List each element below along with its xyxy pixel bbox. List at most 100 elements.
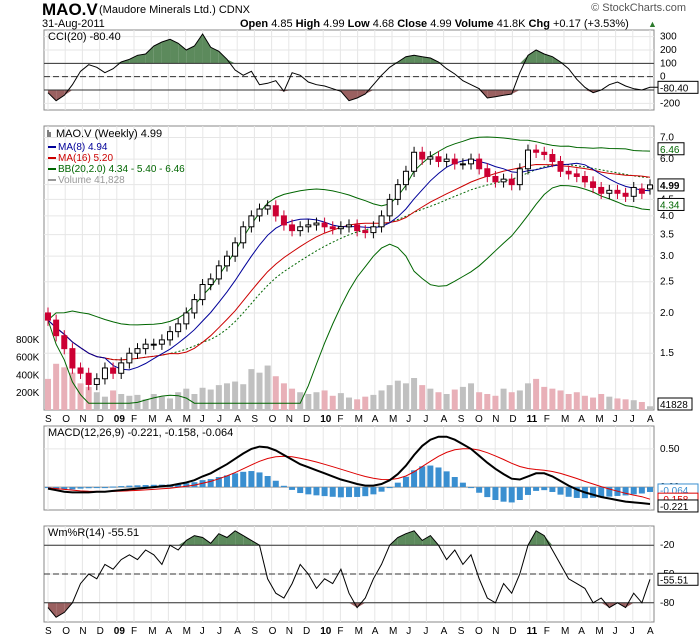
volume-bar — [240, 384, 247, 410]
macd-signal-line — [47, 448, 651, 500]
candle-body — [378, 215, 385, 228]
candle-body — [232, 242, 239, 257]
cci-tick-label: -200 — [660, 98, 680, 109]
volume-bar — [313, 392, 320, 410]
volume-bar — [272, 376, 279, 410]
cci-fill — [170, 39, 179, 64]
candle-body — [565, 170, 572, 175]
candle-body — [573, 173, 580, 177]
macd-histogram-bar — [370, 487, 377, 495]
volume-bar — [614, 398, 621, 410]
candle-body — [630, 186, 637, 197]
volume-value: 41.8K — [496, 18, 526, 30]
x-axis-label: M — [561, 414, 569, 425]
volume-bar — [215, 385, 222, 410]
volume-bar — [321, 390, 328, 410]
willr-last-label: -55.51 — [660, 575, 689, 586]
cci-fill — [153, 42, 162, 64]
candle-body — [638, 188, 645, 194]
x-axis-label: F — [337, 626, 343, 637]
candle-body — [77, 367, 84, 374]
triangle-up-icon: ▲ — [648, 19, 657, 29]
cci-last-label: -80.40 — [660, 83, 689, 94]
x-axis-label: A — [234, 626, 241, 637]
candle-body — [134, 348, 141, 354]
volume-bar — [264, 365, 271, 410]
candle-body — [215, 265, 222, 280]
candle-body — [541, 151, 548, 156]
volume-bar — [85, 386, 92, 410]
willr-fill — [226, 530, 236, 546]
x-axis-label: J — [630, 414, 635, 425]
x-axis-label: A — [578, 414, 585, 425]
candle-legend-icon — [47, 130, 51, 137]
macd-histogram-bar — [630, 487, 637, 495]
macd-histogram-bar — [590, 487, 597, 498]
cci-fill — [511, 90, 520, 94]
candle-body — [199, 284, 206, 301]
volume-bar — [370, 394, 377, 410]
x-axis-label: 11 — [527, 626, 538, 637]
candle-body — [557, 160, 564, 172]
macd-histogram-bar — [101, 487, 108, 489]
volume-bar — [573, 392, 580, 410]
volume-bar — [606, 396, 613, 410]
macd-histogram-bar — [45, 487, 51, 489]
volume-bar — [248, 369, 255, 410]
x-axis-label: O — [62, 626, 70, 637]
bb-upper-line — [47, 136, 651, 326]
company-name: (Maudore Minerals Ltd.) CDNX — [99, 4, 250, 16]
macd-histogram-bar — [150, 484, 157, 488]
cci-tick-label: 300 — [660, 32, 677, 43]
low-value: 4.68 — [372, 18, 395, 30]
candle-body — [590, 181, 597, 188]
volume-bar — [435, 392, 442, 410]
volume-bar — [175, 392, 182, 410]
volume-bar — [354, 399, 361, 410]
volume-bar — [53, 363, 60, 410]
candle-body — [313, 222, 320, 226]
cci-fill — [129, 55, 138, 64]
willr-tick-label: -20 — [660, 540, 675, 551]
exchange-label: CDNX — [218, 4, 251, 16]
macd-histogram-bar — [557, 487, 564, 495]
macd-histogram-bar — [346, 487, 352, 498]
candle-body — [321, 222, 328, 228]
low-label: Low — [347, 18, 370, 30]
macd-histogram-bar — [329, 487, 336, 497]
volume-bar — [167, 398, 174, 410]
volume-bar — [158, 396, 165, 410]
macd-histogram-bar — [93, 487, 100, 489]
price-right-label: 4.34 — [660, 200, 680, 211]
volume-bar — [110, 390, 117, 410]
x-axis-label: 09 — [114, 626, 126, 637]
price-tick-label: 1.5 — [660, 348, 674, 359]
bb-lower-line — [47, 184, 651, 404]
x-axis-label: N — [286, 626, 293, 637]
cci-fill — [48, 90, 57, 101]
candle-body — [581, 175, 588, 183]
volume-bar — [77, 383, 84, 410]
candle-body — [223, 255, 230, 267]
macd-histogram-bar — [280, 485, 287, 488]
candle-body — [110, 367, 117, 374]
x-axis-label: A — [578, 626, 585, 637]
x-axis-label: J — [406, 626, 411, 637]
candle-body — [85, 372, 92, 385]
cci-tick-label: 100 — [660, 58, 677, 69]
candle-body — [476, 158, 483, 170]
x-axis-label: S — [458, 414, 465, 425]
volume-bar — [524, 383, 531, 410]
x-axis-label: 10 — [320, 626, 332, 637]
volume-bar — [386, 385, 393, 410]
macd-histogram-bar — [248, 471, 255, 488]
candle-body — [280, 215, 287, 226]
macd-histogram-bar — [256, 472, 263, 488]
volume-bar — [297, 392, 304, 410]
macd-histogram-bar — [516, 487, 523, 500]
x-axis-label: S — [458, 626, 465, 637]
cci-fill — [145, 46, 154, 64]
macd-histogram-bar — [435, 467, 442, 488]
legend-entry: BB(20,2.0) 4.34 - 5.40 - 6.46 — [58, 164, 185, 175]
candle-body — [289, 224, 296, 232]
